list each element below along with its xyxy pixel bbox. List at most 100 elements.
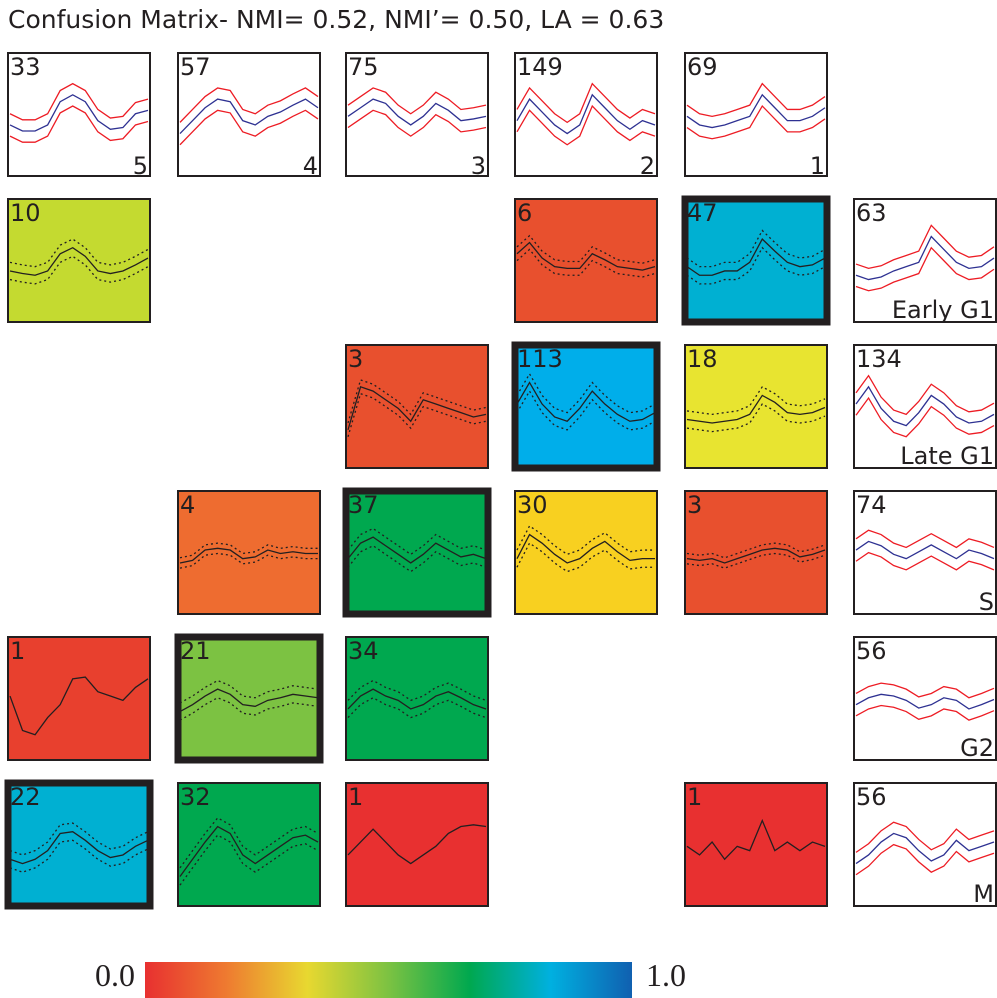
colorbar [145, 962, 632, 998]
panel [853, 636, 997, 761]
count-label: 69 [687, 53, 718, 81]
band-line [686, 385, 826, 416]
band-line [516, 248, 656, 278]
count-label: 47 [687, 199, 718, 227]
mean-line [855, 540, 995, 560]
mean-line [686, 818, 826, 861]
band-line [9, 822, 149, 856]
count-label: 6 [517, 199, 532, 227]
mean-line [179, 547, 318, 564]
mean-line [855, 385, 995, 427]
count-label: 3 [348, 345, 363, 373]
panel [684, 52, 828, 177]
band-line [686, 403, 826, 433]
count-label: 10 [10, 199, 41, 227]
band-line [179, 542, 318, 559]
class-label: M [973, 880, 994, 908]
mean-line [855, 693, 995, 710]
band-line [855, 551, 995, 571]
panel [7, 636, 151, 761]
count-label: 32 [180, 783, 211, 811]
mean-line [9, 676, 149, 736]
count-label: 149 [517, 53, 563, 81]
band-line [516, 389, 656, 431]
count-label: 56 [856, 637, 887, 665]
panel [514, 490, 658, 615]
band-line [855, 396, 995, 438]
chart-title: Confusion Matrix- NMI= 0.52, NMI’= 0.50,… [8, 5, 664, 34]
colorbar-label: 0.0 [95, 957, 135, 993]
count-label: 4 [180, 491, 195, 519]
panel [684, 344, 828, 469]
band-line [347, 379, 487, 424]
band-line [9, 105, 149, 143]
count-label: 34 [348, 637, 379, 665]
count-label: 18 [687, 345, 718, 373]
band-line [855, 821, 995, 853]
mean-line [9, 831, 149, 865]
mean-line [347, 385, 487, 431]
mean-line [347, 98, 487, 126]
band-line [9, 238, 149, 268]
band-line [686, 552, 826, 569]
band-line [855, 704, 995, 721]
panel [345, 782, 489, 907]
band-line [179, 679, 319, 704]
mean-line [179, 825, 319, 877]
cluster-label: 2 [640, 152, 655, 180]
mean-line [516, 533, 655, 564]
mean-line [516, 93, 656, 135]
band-line [347, 544, 487, 573]
count-label: 33 [10, 53, 41, 81]
cluster-label: 5 [133, 152, 148, 180]
count-label: 21 [180, 637, 211, 665]
band-line [855, 224, 995, 270]
mean-line [9, 94, 149, 132]
count-label: 75 [348, 53, 379, 81]
band-line [516, 542, 655, 573]
band-line [9, 839, 149, 873]
band-line [855, 529, 995, 549]
mean-line [855, 832, 995, 865]
count-label: 63 [856, 199, 887, 227]
band-line [855, 374, 995, 416]
count-label: 30 [517, 491, 548, 519]
panel [7, 52, 151, 177]
mean-line [686, 238, 826, 276]
band-line [9, 82, 149, 121]
cluster-label: 3 [471, 152, 486, 180]
panel [684, 782, 828, 907]
count-label: 1 [10, 637, 25, 665]
class-label: G2 [960, 734, 994, 762]
mean-line [179, 98, 319, 135]
band-line [179, 87, 319, 123]
count-label: 57 [180, 53, 211, 81]
band-line [686, 82, 826, 118]
band-line [179, 109, 319, 146]
count-label: 134 [856, 345, 902, 373]
class-label: S [979, 588, 994, 616]
band-line [516, 104, 656, 146]
band-line [855, 682, 995, 699]
band-line [347, 679, 487, 702]
mean-line [855, 235, 995, 281]
class-label: Early G1 [892, 296, 994, 324]
band-line [347, 697, 487, 719]
mean-line [686, 394, 826, 424]
band-line [516, 82, 656, 124]
count-label: 74 [856, 491, 887, 519]
band-line [347, 109, 487, 137]
panel [4, 779, 154, 910]
mean-line [9, 246, 149, 276]
panel [345, 52, 489, 177]
mean-line [347, 824, 487, 865]
cluster-label: 4 [303, 152, 318, 180]
colorbar-label: 1.0 [646, 957, 686, 993]
count-label: 1 [348, 783, 363, 811]
band-line [686, 104, 826, 140]
mean-line [686, 93, 826, 129]
mean-line [179, 688, 319, 713]
panel [853, 782, 997, 907]
